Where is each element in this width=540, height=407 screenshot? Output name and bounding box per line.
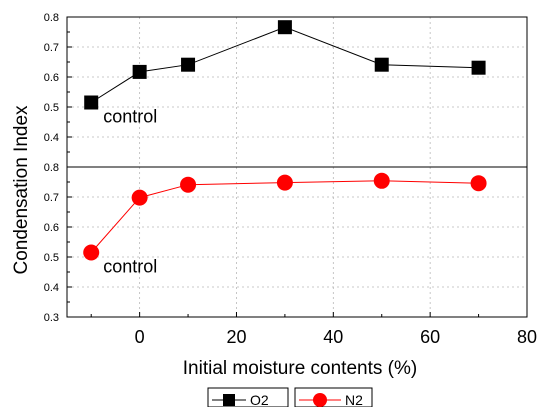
- x-tick-label: 20: [226, 327, 246, 347]
- y-tick-label-bottom: 0.5: [44, 252, 59, 264]
- data-point-o2: [181, 57, 196, 72]
- data-point-o2: [132, 64, 147, 79]
- y-tick-label-bottom: 0.7: [44, 192, 59, 204]
- y-tick-label-top: 0.5: [44, 102, 59, 114]
- y-tick-label-bottom: 0.8: [44, 162, 59, 174]
- x-tick-label: 80: [517, 327, 537, 347]
- legend-marker-o2: [223, 394, 235, 406]
- y-tick-label-top: 0.8: [44, 12, 59, 24]
- legend-marker-n2: [313, 393, 327, 407]
- series-line-o2: [90, 26, 479, 103]
- data-point-n2: [83, 244, 100, 261]
- series-line-n2: [90, 180, 479, 253]
- data-point-n2: [470, 175, 487, 192]
- control-annotation-top: control: [103, 107, 157, 127]
- control-annotation-bottom: control: [103, 257, 157, 277]
- x-tick-label: 0: [135, 327, 145, 347]
- plot-frame-bottom: [66, 166, 528, 318]
- x-tick-label: 60: [420, 327, 440, 347]
- legend-label-o2: O2: [250, 392, 269, 407]
- y-tick-label-bottom: 0.3: [44, 312, 59, 324]
- plot-frame-top: [66, 16, 528, 168]
- y-tick-label-top: 0.6: [44, 72, 59, 84]
- axes-layer: 0.4 0.5 0.6 0.7 0.8 0.3 0.4 0.5 0.6 0.7 0.8 0 20 40 60…: [44, 12, 537, 347]
- y-tick-label-bottom: 0.6: [44, 222, 59, 234]
- data-point-n2: [131, 189, 148, 206]
- series-layer: control control: [83, 20, 487, 277]
- data-point-o2: [471, 60, 486, 75]
- legend-box-o2: [207, 387, 289, 407]
- data-point-o2: [374, 57, 389, 72]
- x-tick-label: 40: [323, 327, 343, 347]
- data-point-o2: [277, 20, 292, 35]
- data-point-n2: [373, 172, 390, 189]
- legend: O2 N2: [207, 387, 373, 407]
- data-point-n2: [276, 174, 293, 191]
- legend-label-n2: N2: [345, 392, 363, 407]
- y-tick-label-top: 0.7: [44, 42, 59, 54]
- y-tick-label-top: 0.4: [44, 132, 59, 144]
- data-point-n2: [180, 176, 197, 193]
- y-axis-title: Condensation Index: [11, 105, 32, 275]
- y-tick-label-bottom: 0.4: [44, 282, 59, 294]
- x-axis-title: Initial moisture contents (%): [183, 358, 417, 379]
- data-point-o2: [84, 95, 99, 110]
